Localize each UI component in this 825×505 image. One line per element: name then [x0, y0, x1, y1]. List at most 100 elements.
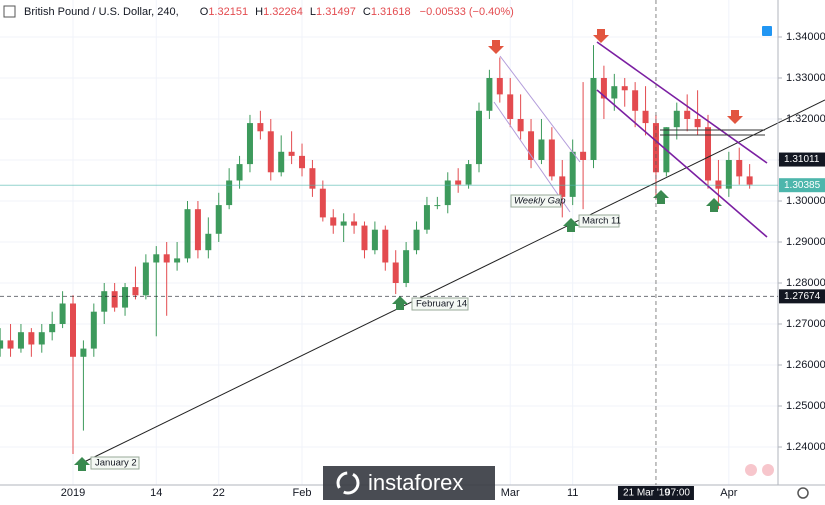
symbol: British Pound / U.S. Dollar, 240,	[24, 6, 179, 18]
price-tag-label: 1.31011	[784, 154, 820, 165]
candle-body	[361, 225, 368, 251]
channel-thin-lower	[493, 101, 571, 213]
candle-body	[194, 209, 201, 251]
candle-body	[475, 110, 482, 165]
annotation-box	[578, 214, 620, 228]
annotation: Weekly Gap	[510, 194, 566, 208]
candle-body	[403, 250, 410, 283]
candle-body	[538, 139, 545, 160]
crosshair-time: 07:00	[665, 488, 690, 499]
candle-body	[163, 254, 170, 263]
candle-body	[746, 176, 753, 185]
candle-body	[215, 205, 222, 234]
x-tick-label: Apr	[720, 487, 737, 499]
channel-upper	[596, 41, 768, 164]
annotation-box	[510, 194, 562, 208]
candle-body	[49, 323, 56, 333]
candle-body	[288, 151, 295, 156]
y-tick-label: 1.28000	[786, 277, 825, 289]
candle-body	[371, 229, 378, 251]
candle-body	[142, 262, 149, 296]
collapse-button[interactable]	[3, 5, 16, 18]
x-tick-label: 2019	[61, 487, 85, 499]
ohlc-key: O	[200, 6, 209, 18]
candle-body	[392, 262, 399, 283]
x-tick-label: 11	[567, 487, 578, 499]
candle-body	[174, 258, 181, 263]
grid-layer	[0, 0, 778, 485]
ohlc-value: 1.31497	[316, 6, 356, 18]
candle-body	[90, 311, 97, 349]
candle-body	[642, 110, 649, 124]
x-tick-label: 22	[213, 487, 225, 499]
candle-body	[132, 287, 139, 296]
y-tick-label: 1.32000	[786, 113, 825, 125]
candle-body	[517, 118, 524, 132]
annotation-box	[411, 297, 469, 311]
y-tick-label: 1.33000	[786, 72, 825, 84]
event-icon[interactable]	[762, 464, 774, 476]
annotation-text: March 11	[582, 216, 621, 227]
candle-body	[600, 77, 607, 99]
candle-body	[101, 291, 108, 312]
ohlc-value: 1.32151	[208, 6, 248, 18]
candle-body	[226, 180, 233, 206]
candle-body	[725, 159, 732, 189]
candle-body	[444, 180, 451, 206]
candle-body	[205, 233, 212, 251]
candle-body	[319, 188, 326, 218]
channel-lower	[596, 89, 768, 238]
candle-body	[684, 110, 691, 119]
candle-body	[236, 164, 243, 181]
candle-body	[59, 303, 66, 324]
candle-body	[580, 151, 587, 160]
ohlc-key: L	[310, 6, 316, 18]
price-tag	[779, 178, 825, 193]
candle-body	[715, 180, 722, 189]
candle-body	[590, 77, 597, 160]
candle-body	[309, 168, 316, 189]
scale-button[interactable]	[762, 26, 772, 36]
annotation-text: January 2	[95, 458, 137, 469]
candle-body	[548, 139, 555, 177]
x-tick-label: Mar	[501, 487, 520, 499]
candle-body	[496, 77, 503, 95]
candle-body	[17, 332, 24, 349]
candle-body	[673, 110, 680, 128]
candle-body	[621, 86, 628, 91]
crosshair-label-box	[617, 486, 694, 500]
y-tick-label: 1.26000	[786, 359, 825, 371]
y-tick-label: 1.27000	[786, 318, 825, 330]
event-icon[interactable]	[745, 464, 757, 476]
x-tick-label: 14	[150, 487, 162, 499]
channel-thin-upper	[499, 55, 581, 163]
candle-body	[153, 254, 160, 263]
candle-body	[122, 287, 129, 308]
annotation-text: Weekly Gap	[514, 196, 566, 207]
candle-body	[38, 332, 45, 345]
annotation-box	[90, 456, 140, 470]
candle-body	[257, 123, 264, 132]
candle-body	[455, 180, 462, 185]
price-tag-label: 1.30385	[784, 180, 821, 191]
candle-body	[111, 291, 118, 308]
price-tag	[779, 152, 825, 167]
annotation-text: February 14	[416, 299, 467, 310]
candle-body	[486, 77, 493, 111]
candle-body	[694, 118, 701, 128]
candle-body	[80, 348, 87, 357]
candle-body	[330, 217, 337, 226]
crosshair-date: 21 Mar '19	[623, 488, 670, 499]
candle-body	[413, 229, 420, 251]
watermark-box	[323, 466, 495, 500]
candle-body	[70, 303, 76, 357]
settings-button[interactable]	[797, 487, 809, 499]
candle-body	[528, 131, 535, 160]
candle-body	[434, 205, 441, 207]
x-tick-label: Feb	[293, 487, 312, 499]
candle-body	[465, 164, 472, 185]
candle-body	[736, 159, 743, 177]
header: British Pound / U.S. Dollar, 240, O1.321…	[24, 6, 514, 18]
